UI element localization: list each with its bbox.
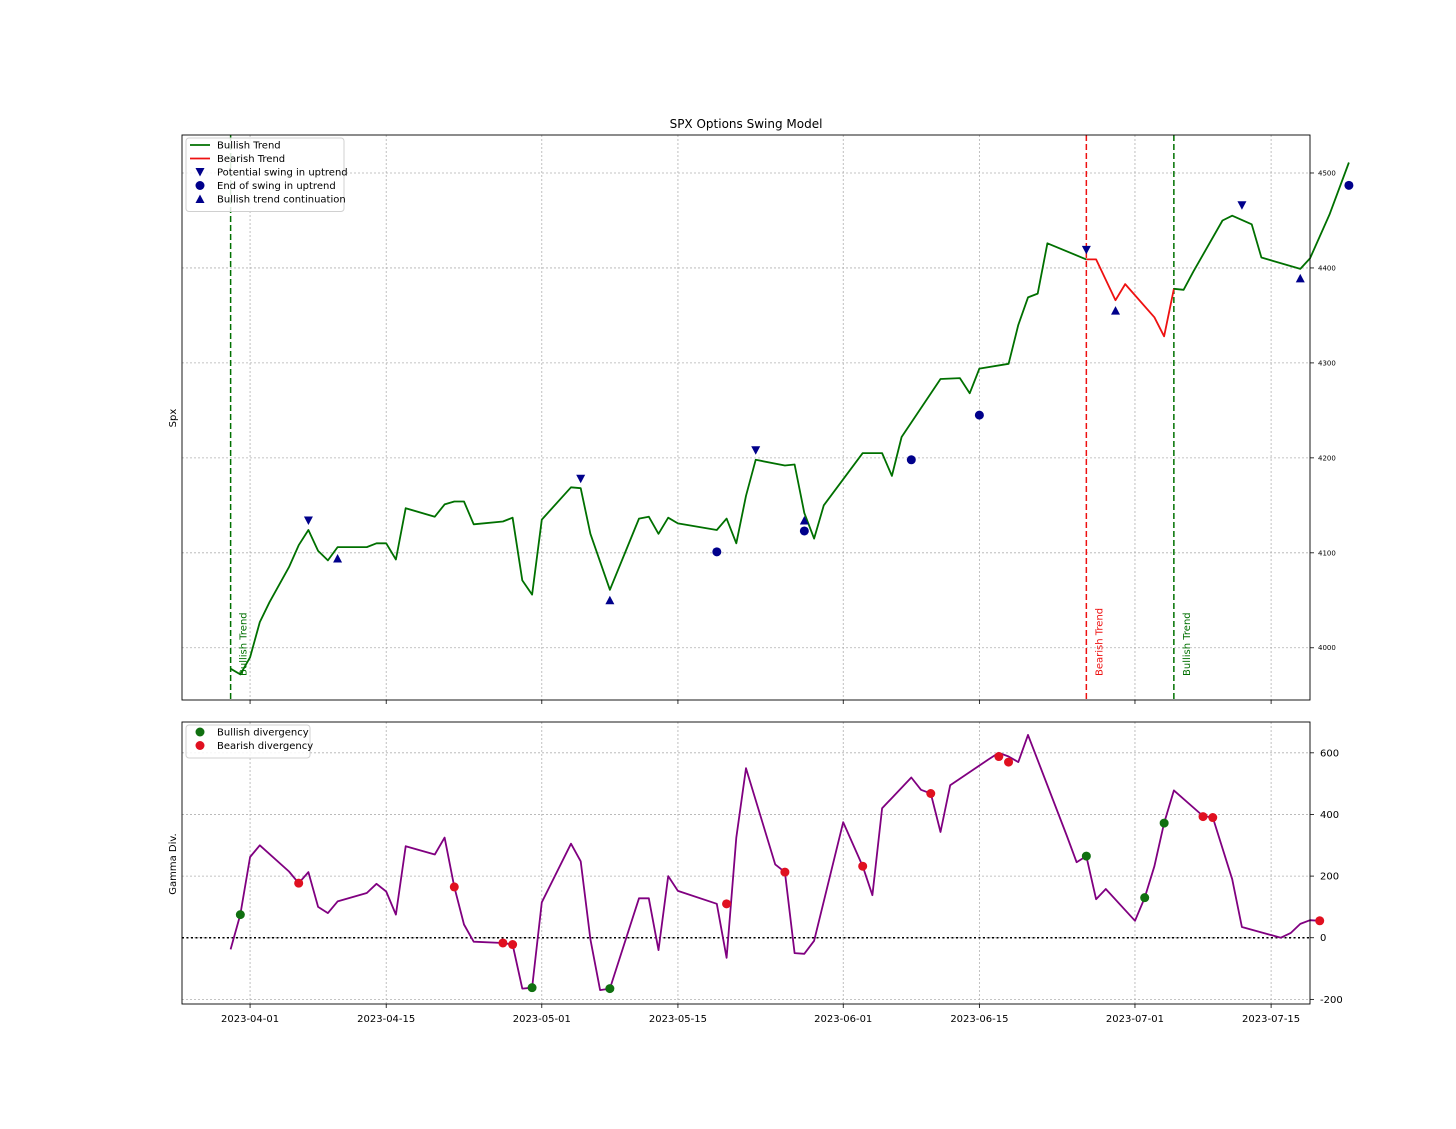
- axes-frame: [181, 721, 1311, 1005]
- bearish-divergency-marker: [294, 878, 304, 888]
- bullish-trend-line: [1173, 162, 1350, 291]
- bullish-trend-continuation-marker: [333, 554, 343, 563]
- bullish-trend-line: [230, 242, 1087, 676]
- bearish-divergency-marker: [508, 940, 518, 950]
- end-of-swing-in-uptrend-marker: [906, 455, 916, 465]
- bullish-trend-continuation-marker: [605, 595, 615, 605]
- gamma-legend: Bullish divergency Bearish divergency: [185, 724, 313, 759]
- end-of-swing-in-uptrend-marker: [1344, 180, 1354, 190]
- potential-swing-in-uptrend-marker: [751, 446, 761, 455]
- x-tick-label: 2023-06-01: [814, 1014, 872, 1025]
- y-tick-label: 0: [1320, 933, 1326, 944]
- legend-box: [185, 724, 311, 759]
- bearish-divergency-marker: [498, 938, 508, 948]
- y-tick-label: 4300: [1318, 359, 1336, 367]
- legend-label: Bearish Trend: [217, 154, 285, 165]
- legend-label: End of swing in uptrend: [217, 181, 336, 192]
- x-tick-label: 2023-06-15: [950, 1014, 1008, 1025]
- y-tick-label: 400: [1320, 810, 1339, 821]
- x-tick-label: 2023-04-01: [221, 1014, 279, 1025]
- bearish-trend-line: [1086, 258, 1175, 338]
- legend-label: Potential swing in uptrend: [217, 168, 348, 179]
- legend-swatch: [195, 168, 205, 177]
- trend-change-label: Bullish Trend: [1182, 612, 1193, 676]
- bullish-divergency-marker: [1140, 893, 1150, 903]
- legend-label: Bullish trend continuation: [217, 195, 346, 206]
- axes-frame: [181, 134, 1311, 701]
- bearish-divergency-marker: [1315, 916, 1325, 926]
- top-y-axis-label: Spx: [168, 409, 179, 428]
- gamma-line: [229, 734, 1320, 991]
- trend-change-label: Bearish Trend: [1094, 608, 1105, 676]
- potential-swing-in-uptrend-marker: [303, 516, 313, 526]
- price-panel: 4000 4100 4200 4300 4400 4500 Bullish Trend Bea…: [181, 134, 1354, 704]
- legend-swatch: [195, 727, 205, 737]
- end-of-swing-in-uptrend-marker: [712, 547, 722, 557]
- potential-swing-in-uptrend-marker: [576, 474, 586, 484]
- y-tick-label: 200: [1320, 872, 1339, 883]
- price-legend: Bullish Trend Bearish Trend Potential swin…: [185, 137, 348, 212]
- bullish-trend-continuation-marker: [1111, 306, 1121, 315]
- bearish-divergency-marker: [722, 899, 732, 909]
- bullish-divergency-marker: [1159, 818, 1169, 828]
- bullish-divergency-marker: [605, 984, 615, 994]
- legend-swatch: [195, 194, 205, 203]
- x-tick-label: 2023-05-15: [649, 1014, 707, 1025]
- bullish-trend-continuation-marker: [1295, 273, 1305, 283]
- bearish-divergency-marker: [449, 882, 459, 892]
- trend-change-label: Bullish Trend: [239, 612, 250, 676]
- legend-box: [185, 137, 345, 212]
- bearish-divergency-marker: [1004, 757, 1014, 767]
- bearish-divergency-marker: [1208, 813, 1218, 823]
- chart-title: SPX Options Swing Model: [670, 117, 823, 131]
- y-tick-label: -200: [1320, 995, 1343, 1006]
- x-tick-label: 2023-04-15: [357, 1014, 415, 1025]
- x-tick-label: 2023-05-01: [513, 1014, 571, 1025]
- legend-swatch: [195, 741, 205, 750]
- legend-label: Bullish Trend: [217, 141, 281, 152]
- x-tick-label: 2023-07-15: [1242, 1014, 1300, 1025]
- bullish-divergency-marker: [1081, 851, 1091, 861]
- bottom-y-axis-label: Gamma Div.: [168, 833, 179, 894]
- bullish-divergency-marker: [235, 910, 245, 920]
- legend-label: Bearish divergency: [217, 741, 313, 752]
- gamma-panel: 2023-04-01 2023-04-15 2023-05-01 2023-05-15…: [181, 721, 1343, 1025]
- y-tick-label: 4500: [1318, 169, 1336, 177]
- y-tick-label: 4000: [1318, 644, 1336, 652]
- bearish-divergency-marker: [994, 752, 1004, 762]
- bullish-divergency-marker: [527, 983, 537, 993]
- bearish-divergency-marker: [1198, 812, 1208, 822]
- y-tick-label: 600: [1320, 748, 1339, 759]
- y-tick-label: 4100: [1318, 549, 1336, 557]
- potential-swing-in-uptrend-marker: [1237, 201, 1247, 210]
- end-of-swing-in-uptrend-marker: [974, 410, 984, 420]
- legend-swatch: [195, 181, 205, 190]
- bullish-trend-continuation-marker: [799, 516, 809, 525]
- x-tick-label: 2023-07-01: [1106, 1014, 1164, 1025]
- end-of-swing-in-uptrend-marker: [799, 526, 809, 536]
- bearish-divergency-marker: [926, 789, 936, 799]
- potential-swing-in-uptrend-marker: [1081, 245, 1091, 255]
- bearish-divergency-marker: [858, 861, 868, 871]
- legend-label: Bullish divergency: [217, 728, 309, 739]
- y-tick-label: 4400: [1318, 264, 1336, 272]
- y-tick-label: 4200: [1318, 454, 1336, 462]
- bearish-divergency-marker: [780, 867, 790, 877]
